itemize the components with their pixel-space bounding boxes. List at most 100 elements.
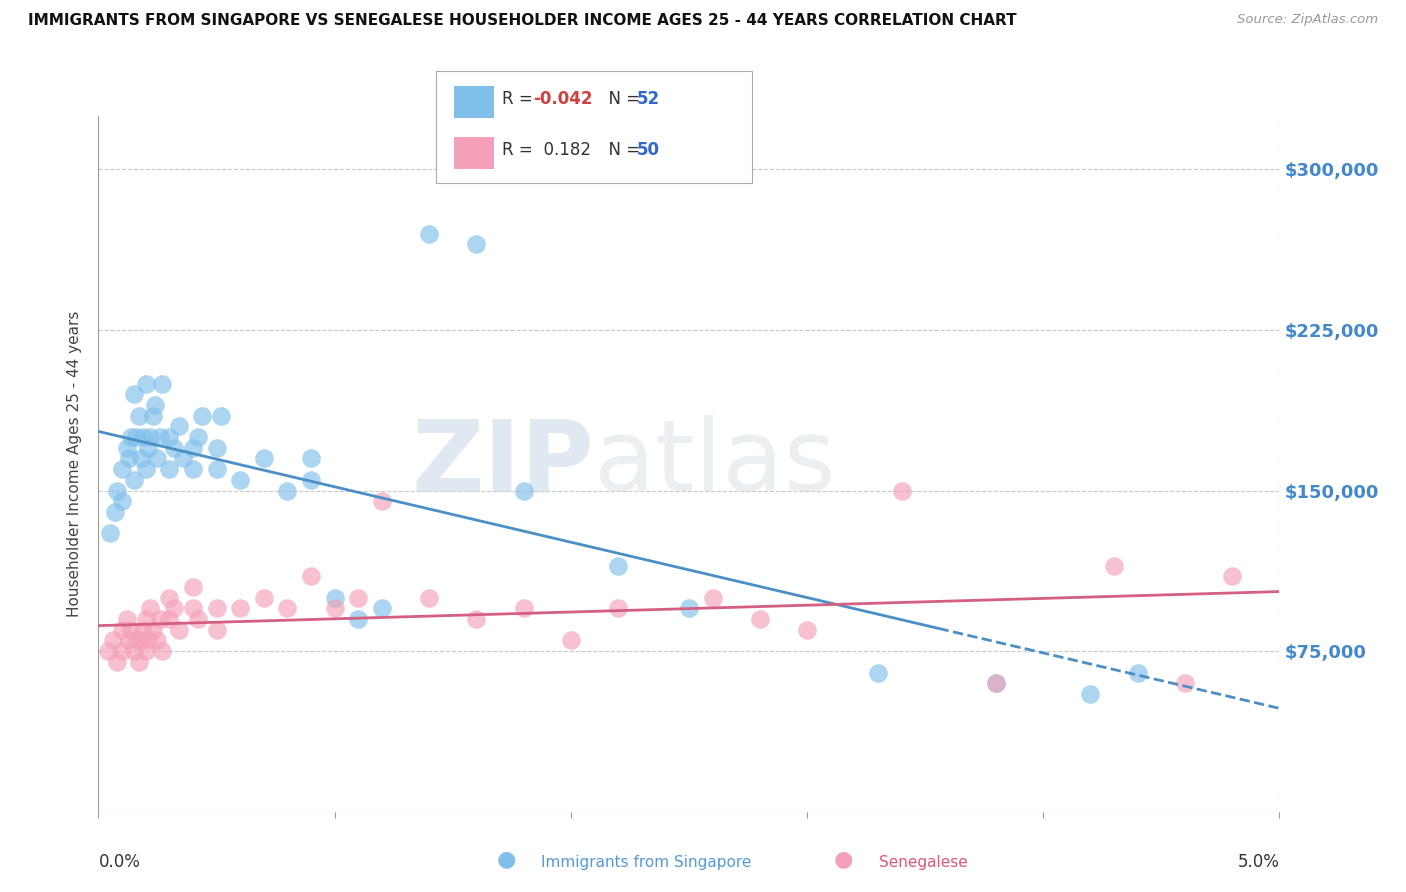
Point (125, 430, 148, 444)
Point (465, 237, 488, 252)
Point (163, 601, 186, 615)
Point (111, 644, 134, 658)
Point (135, 644, 157, 658)
Point (111, 494, 134, 508)
Point (299, 569, 322, 583)
Point (323, 591, 346, 605)
Point (299, 473, 322, 487)
Point (111, 623, 134, 637)
Point (191, 409, 214, 423)
Text: IMMIGRANTS FROM SINGAPORE VS SENEGALESE HOUSEHOLDER INCOME AGES 25 - 44 YEARS CO: IMMIGRANTS FROM SINGAPORE VS SENEGALESE … (28, 13, 1017, 29)
Point (157, 462, 180, 476)
Point (122, 387, 145, 401)
Text: Immigrants from Singapore: Immigrants from Singapore (541, 855, 752, 870)
Point (132, 623, 155, 637)
Point (209, 409, 232, 423)
Point (121, 430, 143, 444)
Point (135, 462, 157, 476)
Point (142, 623, 165, 637)
Point (121, 623, 143, 637)
Point (984, 676, 1007, 690)
Point (512, 601, 534, 615)
Point (172, 451, 194, 466)
Point (146, 451, 169, 466)
Point (205, 441, 228, 455)
Point (181, 441, 204, 455)
Point (347, 612, 370, 626)
Point (135, 612, 157, 626)
Point (229, 601, 252, 615)
Point (139, 601, 162, 615)
Point (97, 644, 120, 658)
Text: R =: R = (502, 142, 538, 160)
Point (187, 612, 209, 626)
Text: ●: ● (496, 850, 516, 870)
Point (146, 633, 169, 648)
Point (1174, 676, 1197, 690)
Point (607, 558, 630, 573)
Point (157, 430, 180, 444)
Point (465, 612, 488, 626)
Point (418, 591, 440, 605)
Text: 50: 50 (637, 142, 659, 160)
Point (205, 462, 228, 476)
Point (122, 473, 145, 487)
Point (1080, 687, 1102, 701)
Point (125, 633, 148, 648)
Text: N =: N = (598, 90, 645, 108)
Point (1126, 665, 1149, 680)
Text: ZIP: ZIP (412, 416, 595, 512)
Point (205, 601, 228, 615)
Point (132, 430, 155, 444)
Y-axis label: Householder Income Ages 25 - 44 years: Householder Income Ages 25 - 44 years (67, 310, 83, 617)
Point (276, 483, 298, 498)
Point (139, 430, 162, 444)
Point (111, 462, 134, 476)
Point (984, 676, 1007, 690)
Text: R =: R = (502, 90, 538, 108)
Point (150, 376, 173, 391)
Point (163, 441, 186, 455)
Point (678, 601, 700, 615)
Point (748, 612, 770, 626)
Point (181, 580, 204, 594)
Text: 0.182: 0.182 (533, 142, 591, 160)
Point (1220, 569, 1243, 583)
Point (1102, 558, 1125, 573)
Text: N =: N = (598, 142, 645, 160)
Point (129, 633, 152, 648)
Point (796, 623, 818, 637)
Point (866, 665, 889, 680)
Point (105, 655, 128, 669)
Point (149, 430, 172, 444)
Point (512, 483, 534, 498)
Text: 52: 52 (637, 90, 659, 108)
Point (105, 483, 128, 498)
Point (890, 483, 912, 498)
Text: atlas: atlas (595, 416, 837, 512)
Text: 5.0%: 5.0% (1237, 854, 1279, 871)
Point (118, 451, 141, 466)
Point (187, 430, 209, 444)
Point (128, 409, 150, 423)
Point (181, 462, 204, 476)
Point (115, 612, 138, 626)
Text: Senegalese: Senegalese (879, 855, 967, 870)
Point (129, 451, 152, 466)
Point (150, 644, 173, 658)
Point (347, 591, 370, 605)
Point (115, 441, 138, 455)
Point (299, 451, 322, 466)
Point (181, 601, 204, 615)
Point (157, 612, 180, 626)
Point (136, 441, 159, 455)
Point (418, 227, 440, 241)
Point (104, 505, 127, 519)
Point (122, 644, 145, 658)
Point (136, 633, 159, 648)
Point (253, 451, 276, 466)
Point (167, 623, 190, 637)
Point (560, 633, 582, 648)
Point (101, 633, 124, 648)
Point (702, 591, 724, 605)
